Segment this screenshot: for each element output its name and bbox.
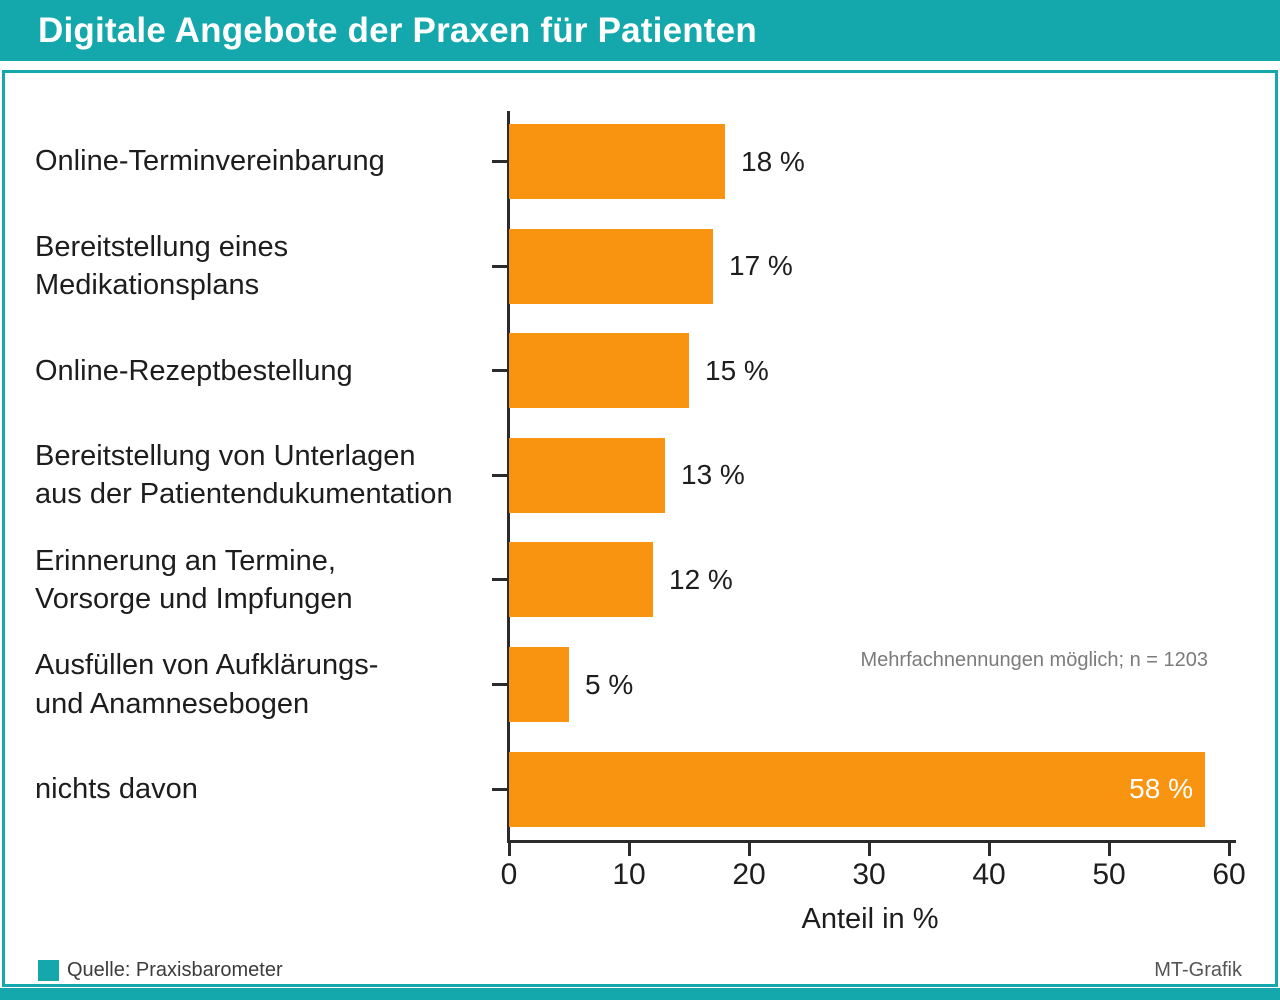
value-label: 15 % bbox=[705, 354, 769, 386]
y-axis-tick bbox=[492, 369, 509, 373]
y-axis-tick bbox=[492, 473, 509, 477]
value-label: 13 % bbox=[681, 459, 745, 491]
category-label: Bereitstellung eines Medikationsplans bbox=[35, 230, 289, 302]
page-title: Digitale Angebote der Praxen für Patient… bbox=[38, 10, 757, 50]
chart-panel bbox=[2, 70, 1278, 987]
x-axis-tick-label: 0 bbox=[500, 858, 518, 891]
category-label: nichts davon bbox=[35, 772, 198, 805]
y-axis-tick bbox=[492, 160, 509, 163]
x-axis-tick-label: 10 bbox=[612, 858, 646, 891]
bar bbox=[509, 542, 653, 618]
bar bbox=[509, 437, 665, 513]
category-label: Online-Terminvereinbarung bbox=[35, 145, 385, 178]
y-axis-tick bbox=[492, 578, 509, 582]
category-label: Ausfüllen von Aufklärungs- und Anamneseb… bbox=[35, 649, 379, 720]
y-axis-tick bbox=[492, 787, 509, 791]
x-axis-tick bbox=[507, 843, 511, 856]
y-axis-tick bbox=[492, 264, 509, 268]
value-label: 12 % bbox=[669, 563, 733, 595]
x-axis-tick-label: 20 bbox=[732, 858, 766, 891]
category-label: Online-Rezeptbestellung bbox=[35, 354, 353, 387]
x-axis-tick bbox=[1227, 843, 1231, 856]
y-axis-line bbox=[507, 111, 510, 843]
x-axis-tick-label: 30 bbox=[852, 858, 886, 891]
bar bbox=[509, 228, 713, 304]
value-label: 58 % bbox=[1129, 773, 1193, 805]
x-axis-tick bbox=[867, 843, 871, 856]
bottom-accent-bar bbox=[0, 988, 1280, 1000]
chart-note: Mehrfachnennungen möglich; n = 1203 bbox=[860, 649, 1208, 671]
title-bar: Digitale Angebote der Praxen für Patient… bbox=[0, 0, 1280, 61]
x-axis-tick bbox=[987, 843, 991, 856]
bar bbox=[509, 751, 1205, 827]
category-label: Erinnerung an Termine, Vorsorge und Impf… bbox=[35, 544, 353, 615]
x-axis-title: Anteil in % bbox=[801, 903, 939, 935]
value-label: 18 % bbox=[741, 145, 805, 177]
x-axis-tick bbox=[627, 843, 631, 856]
source-bullet-icon bbox=[38, 960, 59, 981]
bar bbox=[509, 333, 689, 409]
x-axis-tick bbox=[1107, 843, 1111, 856]
value-label: 17 % bbox=[729, 250, 793, 282]
x-axis-tick bbox=[747, 843, 751, 856]
x-axis-tick-label: 50 bbox=[1092, 858, 1126, 891]
x-axis-line bbox=[507, 840, 1236, 843]
bar bbox=[509, 124, 725, 199]
bar bbox=[509, 647, 569, 722]
y-axis-tick bbox=[492, 683, 509, 686]
category-label: Bereitstellung von Unterlagen aus der Pa… bbox=[35, 440, 453, 511]
value-label: 5 % bbox=[585, 668, 634, 700]
x-axis-tick-label: 60 bbox=[1212, 858, 1246, 891]
credit-text: MT-Grafik bbox=[1154, 959, 1242, 981]
source-text: Quelle: Praxisbarometer bbox=[67, 959, 283, 981]
x-axis-tick-label: 40 bbox=[972, 858, 1006, 891]
